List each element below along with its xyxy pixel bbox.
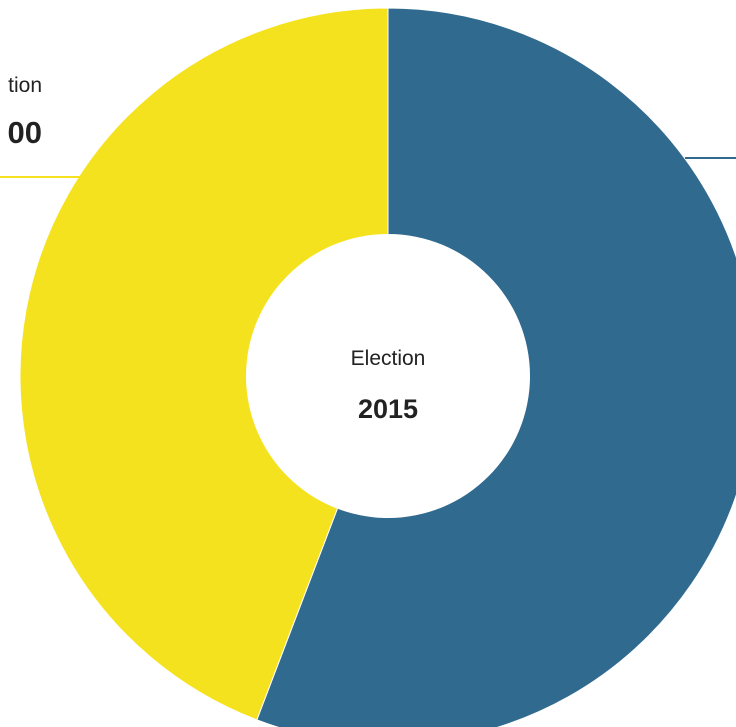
center-value: 2015 — [358, 394, 418, 424]
donut-slice-2 — [19, 7, 389, 721]
callout-value-yellow: 00 — [8, 115, 42, 150]
donut-hole — [246, 234, 530, 518]
callout-leaders — [0, 157, 736, 178]
center-label: Election — [351, 347, 426, 370]
callout-label-yellow: tion — [8, 74, 42, 97]
